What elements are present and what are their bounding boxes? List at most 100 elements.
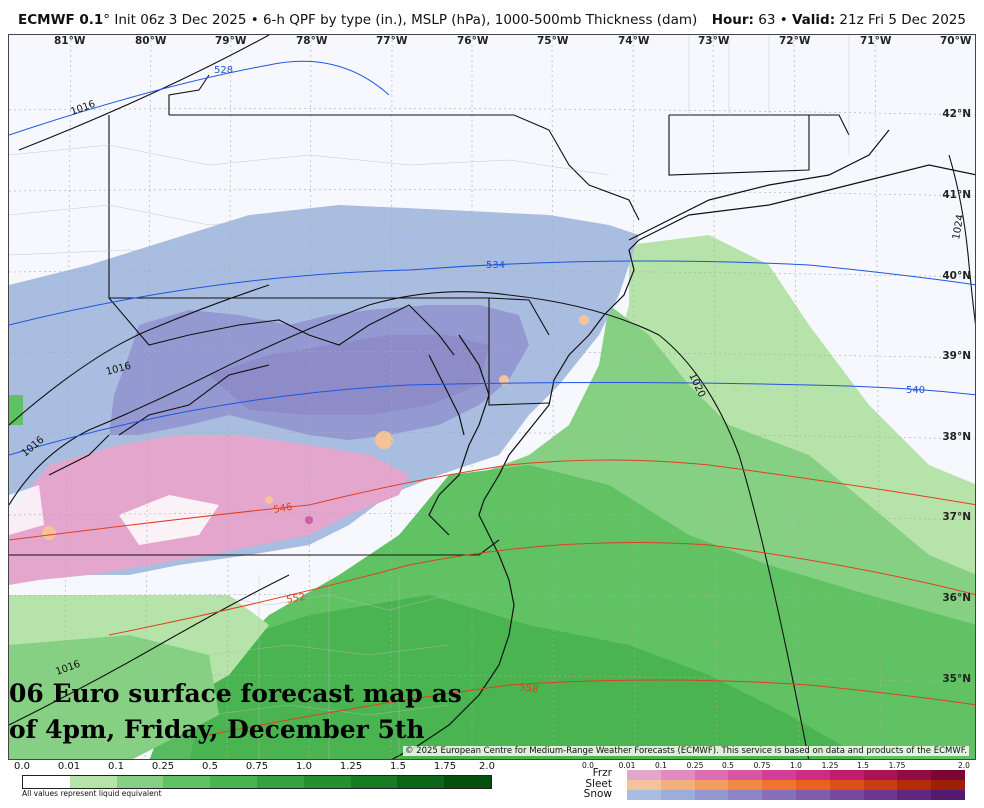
latitude-label: 37°N xyxy=(942,511,971,523)
sleet-color-swatch xyxy=(762,780,796,790)
longitude-label: 78°W xyxy=(296,35,328,47)
model-name: ECMWF 0.1 xyxy=(18,12,104,28)
frzr-color-swatch xyxy=(795,770,830,780)
frzr-color-swatch xyxy=(897,770,932,780)
legend-tick: 0.0 xyxy=(582,761,594,770)
legend-tick: 1.75 xyxy=(433,761,457,772)
sleet-colorbar xyxy=(627,780,965,790)
legend-tick: 0.0 xyxy=(14,761,30,772)
thickness-label-group: 528 534 540 546 552 558 xyxy=(214,65,925,696)
thickness-label: 534 xyxy=(486,260,505,271)
legend-tick: 0.25 xyxy=(686,761,704,770)
rain-color-swatch xyxy=(256,776,304,788)
legend-tick: 0.5 xyxy=(722,761,734,770)
coastline xyxy=(391,129,975,759)
thickness-label: 558 xyxy=(519,682,539,696)
no-precip-gap xyxy=(119,495,219,545)
frzr-color-swatch xyxy=(931,770,965,780)
overlay-caption-line2: of 4pm, Friday, December 5th xyxy=(9,715,425,744)
rain-color-swatch xyxy=(163,776,211,788)
longitude-label: 81°W xyxy=(54,35,86,47)
legend-tick: 0.01 xyxy=(57,761,81,772)
longitude-label: 71°W xyxy=(860,35,892,47)
sleet-spot xyxy=(375,431,393,449)
latitude-label: 38°N xyxy=(942,431,971,443)
frzr-spot xyxy=(305,516,313,524)
sleet-spot xyxy=(579,315,589,325)
legend-tick: 0.5 xyxy=(202,761,218,772)
county-lines xyxy=(9,35,850,759)
snow-color-swatch xyxy=(694,790,729,800)
precip-type-legend: 0.0 0.01 0.1 0.25 0.5 0.75 1.0 1.25 1.5 … xyxy=(560,761,970,801)
snow-color-swatch xyxy=(660,790,695,800)
sleet-color-swatch xyxy=(627,780,661,790)
separator: • xyxy=(775,12,792,28)
legend-tick: 0.75 xyxy=(753,761,771,770)
rain-colorbar xyxy=(22,775,492,789)
graticule xyxy=(9,35,975,759)
frzr-colorbar xyxy=(627,770,965,780)
legend-tick: 2.0 xyxy=(479,761,495,772)
longitude-label: 75°W xyxy=(537,35,569,47)
sleet-color-swatch xyxy=(660,780,695,790)
header-title: ECMWF 0.1° Init 06z 3 Dec 2025 • 6-h QPF… xyxy=(18,12,697,28)
sleet-spot xyxy=(42,526,56,540)
snow-label: Snow xyxy=(583,788,612,800)
frzr-color-swatch xyxy=(694,770,729,780)
rain-color-swatch xyxy=(444,776,491,788)
no-precip-gap-west xyxy=(9,485,44,535)
hour-value: 63 xyxy=(758,12,776,28)
valid-label: Valid: xyxy=(791,12,836,28)
rain-legend: 0.0 0.01 0.1 0.25 0.5 0.75 1.0 1.25 1.5 … xyxy=(14,761,495,801)
rain-color-swatch xyxy=(303,776,351,788)
frzr-color-swatch xyxy=(728,770,763,780)
sleet-color-swatch xyxy=(863,780,898,790)
legend-tick: 1.0 xyxy=(296,761,312,772)
legend-tick: 2.0 xyxy=(958,761,970,770)
sleet-color-swatch xyxy=(694,780,729,790)
longitude-label: 70°W xyxy=(940,35,972,47)
rain-color-swatch xyxy=(23,776,70,788)
latitude-label: 36°N xyxy=(942,592,971,604)
sleet-spot xyxy=(265,496,273,504)
legend-tick: 1.0 xyxy=(790,761,802,770)
init-description: ° Init 06z 3 Dec 2025 • 6-h QPF by type … xyxy=(103,12,698,28)
snow-color-swatch xyxy=(931,790,965,800)
forecast-map[interactable]: 1016 1016 1016 1016 1020 1024 528 534 54… xyxy=(8,34,976,760)
rain-moderate-southwest xyxy=(9,635,219,759)
isobar-label: 1024 xyxy=(951,214,966,241)
snow-color-swatch xyxy=(627,790,661,800)
latitude-label: 42°N xyxy=(942,108,971,120)
sleet-color-swatch xyxy=(931,780,965,790)
rain-heavy-south xyxy=(149,595,866,759)
longitude-label: 77°W xyxy=(376,35,408,47)
legend-tick: 1.5 xyxy=(390,761,406,772)
snow-color-swatch xyxy=(863,790,898,800)
rain-color-swatch xyxy=(210,776,257,788)
snow-color-swatch xyxy=(728,790,763,800)
sleet-color-swatch xyxy=(829,780,864,790)
longitude-label: 73°W xyxy=(698,35,730,47)
legend-tick: 1.75 xyxy=(888,761,906,770)
frzr-color-swatch xyxy=(829,770,864,780)
frzr-color-swatch xyxy=(627,770,661,780)
frzr-color-swatch xyxy=(863,770,898,780)
latitude-label: 40°N xyxy=(942,270,971,282)
rain-color-swatch xyxy=(397,776,445,788)
copyright-notice: © 2025 European Centre for Medium-Range … xyxy=(402,746,969,756)
snow-color-swatch xyxy=(829,790,864,800)
latitude-label: 39°N xyxy=(942,350,971,362)
header-valid: Hour: 63 • Valid: 21z Fri 5 Dec 2025 xyxy=(712,12,966,28)
hour-label: Hour: xyxy=(711,12,754,28)
map-header: ECMWF 0.1° Init 06z 3 Dec 2025 • 6-h QPF… xyxy=(18,10,966,32)
rain-color-swatch xyxy=(350,776,398,788)
valid-value: 21z Fri 5 Dec 2025 xyxy=(839,12,966,28)
legend-footnote: All values represent liquid equivalent xyxy=(22,789,162,798)
state-borders xyxy=(9,74,850,556)
thickness-label: 540 xyxy=(906,385,925,396)
isobars xyxy=(9,35,975,759)
latitude-label: 35°N xyxy=(942,673,971,685)
legend-tick: 0.01 xyxy=(618,761,636,770)
thickness-label: 528 xyxy=(214,65,233,76)
sleet-color-swatch xyxy=(795,780,830,790)
